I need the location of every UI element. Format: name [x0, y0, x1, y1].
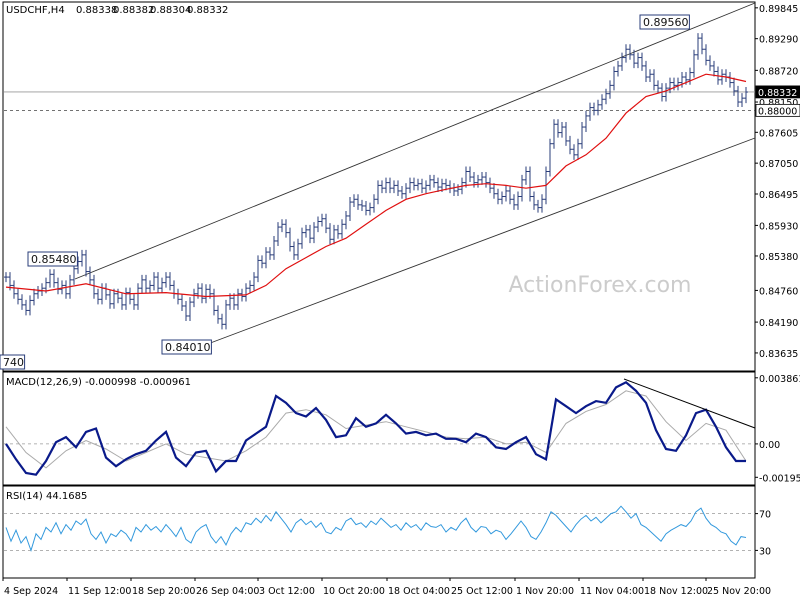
macd-line: [5, 380, 746, 476]
time-axis-label: 18 Nov 12:00: [644, 586, 708, 597]
current_price-flag: 0.88332: [755, 85, 800, 99]
current_price-flag-box: [755, 85, 800, 99]
macd-title: MACD(12,26,9) -0.000998 -0.000961: [6, 377, 191, 388]
price-axis-label: 0.87605: [759, 128, 798, 139]
time-axis-label: 25 Nov 20:00: [707, 586, 771, 597]
time-axis-label: 11 Nov 04:00: [580, 586, 644, 597]
time-axis-label: 11 Sep 12:00: [68, 586, 131, 597]
price-label-box: [0, 354, 26, 370]
panel-frame-1: [2, 1, 756, 372]
price-bars: [4, 33, 748, 330]
ohlc-open: 0.88338: [76, 5, 117, 16]
price-label-text: 740: [3, 356, 24, 369]
price-axis-label: 0.88150: [759, 98, 798, 109]
ohlc-high: 0.88382: [113, 5, 154, 16]
macd-trend-line: [623, 378, 756, 429]
rsi-axis-label: 30: [759, 546, 771, 557]
time-axis-label: 10 Oct 20:00: [323, 586, 385, 597]
rsi-panel: 70 30 RSI(14) 44.1685: [4, 491, 771, 557]
price-label-text: 0.89560: [643, 16, 689, 29]
price-label-text: 0.85480: [31, 253, 77, 266]
time-axis: 4 Sep 2024 11 Sep 12:00 18 Sep 20:00 26 Sep…: [2, 578, 771, 597]
time-axis-label: 18 Sep 20:00: [132, 586, 195, 597]
ohlc-low: 0.88304: [150, 5, 191, 16]
panel-frame-3: [2, 485, 756, 579]
price-label-box: [27, 251, 78, 267]
time-axis-label: 3 Oct 12:00: [259, 586, 315, 597]
price-panel: ActionForex.com 0.85480 0.84010 0.89560 740 U…: [0, 2, 756, 370]
time-axis-label: 26 Sep 04:00: [196, 586, 259, 597]
price-axis-label: 0.89845: [759, 4, 798, 15]
price-axis-label: 0.88720: [759, 66, 798, 77]
price-label: 740: [0, 354, 26, 370]
price-axis-label: 0.83635: [759, 349, 798, 360]
price-label: 0.84010: [161, 339, 212, 355]
price-axis-label: 0.85930: [759, 221, 798, 232]
rsi-axis-label: 70: [759, 510, 771, 521]
time-axis-label: 18 Oct 04:00: [388, 586, 450, 597]
chart-title: USDCHF,H4: [6, 5, 65, 16]
panel-frame-2: [2, 371, 756, 486]
macd-axis-label: -0.00195: [759, 473, 800, 484]
price-label: 0.85480: [27, 251, 78, 267]
rsi-title: RSI(14) 44.1685: [6, 491, 87, 502]
macd-signal-line: [5, 390, 747, 469]
macd-axis-label: 0.003861: [759, 374, 800, 385]
price-axis-label: 0.86495: [759, 190, 798, 201]
time-axis-label: 1 Nov 20:00: [516, 586, 574, 597]
support_level-flag-box: [755, 103, 800, 117]
price-axis-label: 0.84760: [759, 286, 798, 297]
price-axis-label: 0.87050: [759, 159, 798, 170]
price-axis-label: 0.89290: [759, 35, 798, 46]
watermark: ActionForex.com: [509, 273, 692, 298]
channel-lower-line: [204, 137, 756, 346]
time-axis-label: 4 Sep 2024: [4, 586, 58, 597]
price-label-box: [639, 14, 690, 30]
macd-axis-label: 0.00: [759, 440, 780, 451]
channel-upper-line: [74, 2, 756, 280]
ohlc-close: 0.88332: [187, 5, 228, 16]
rsi-line: [5, 505, 747, 552]
price-axis-label: 0.84190: [759, 318, 798, 329]
macd-panel: MACD(12,26,9) -0.000998 -0.000961 0.00386…: [4, 374, 800, 484]
price-label: 0.89560: [639, 14, 690, 30]
price-axis-label: 0.85380: [759, 252, 798, 263]
current_price-flag-text: 0.88332: [758, 88, 797, 99]
price-label-text: 0.84010: [165, 341, 211, 354]
support_level-flag-text: 0.88000: [758, 106, 797, 117]
support_level-flag: 0.88000: [755, 103, 800, 117]
time-axis-label: 25 Oct 12:00: [451, 586, 513, 597]
price-label-box: [161, 339, 212, 355]
price-axis: 0.89845 0.89290 0.88720 0.88150 0.87605 0.870…: [755, 4, 800, 360]
moving-average-line: [5, 73, 747, 298]
